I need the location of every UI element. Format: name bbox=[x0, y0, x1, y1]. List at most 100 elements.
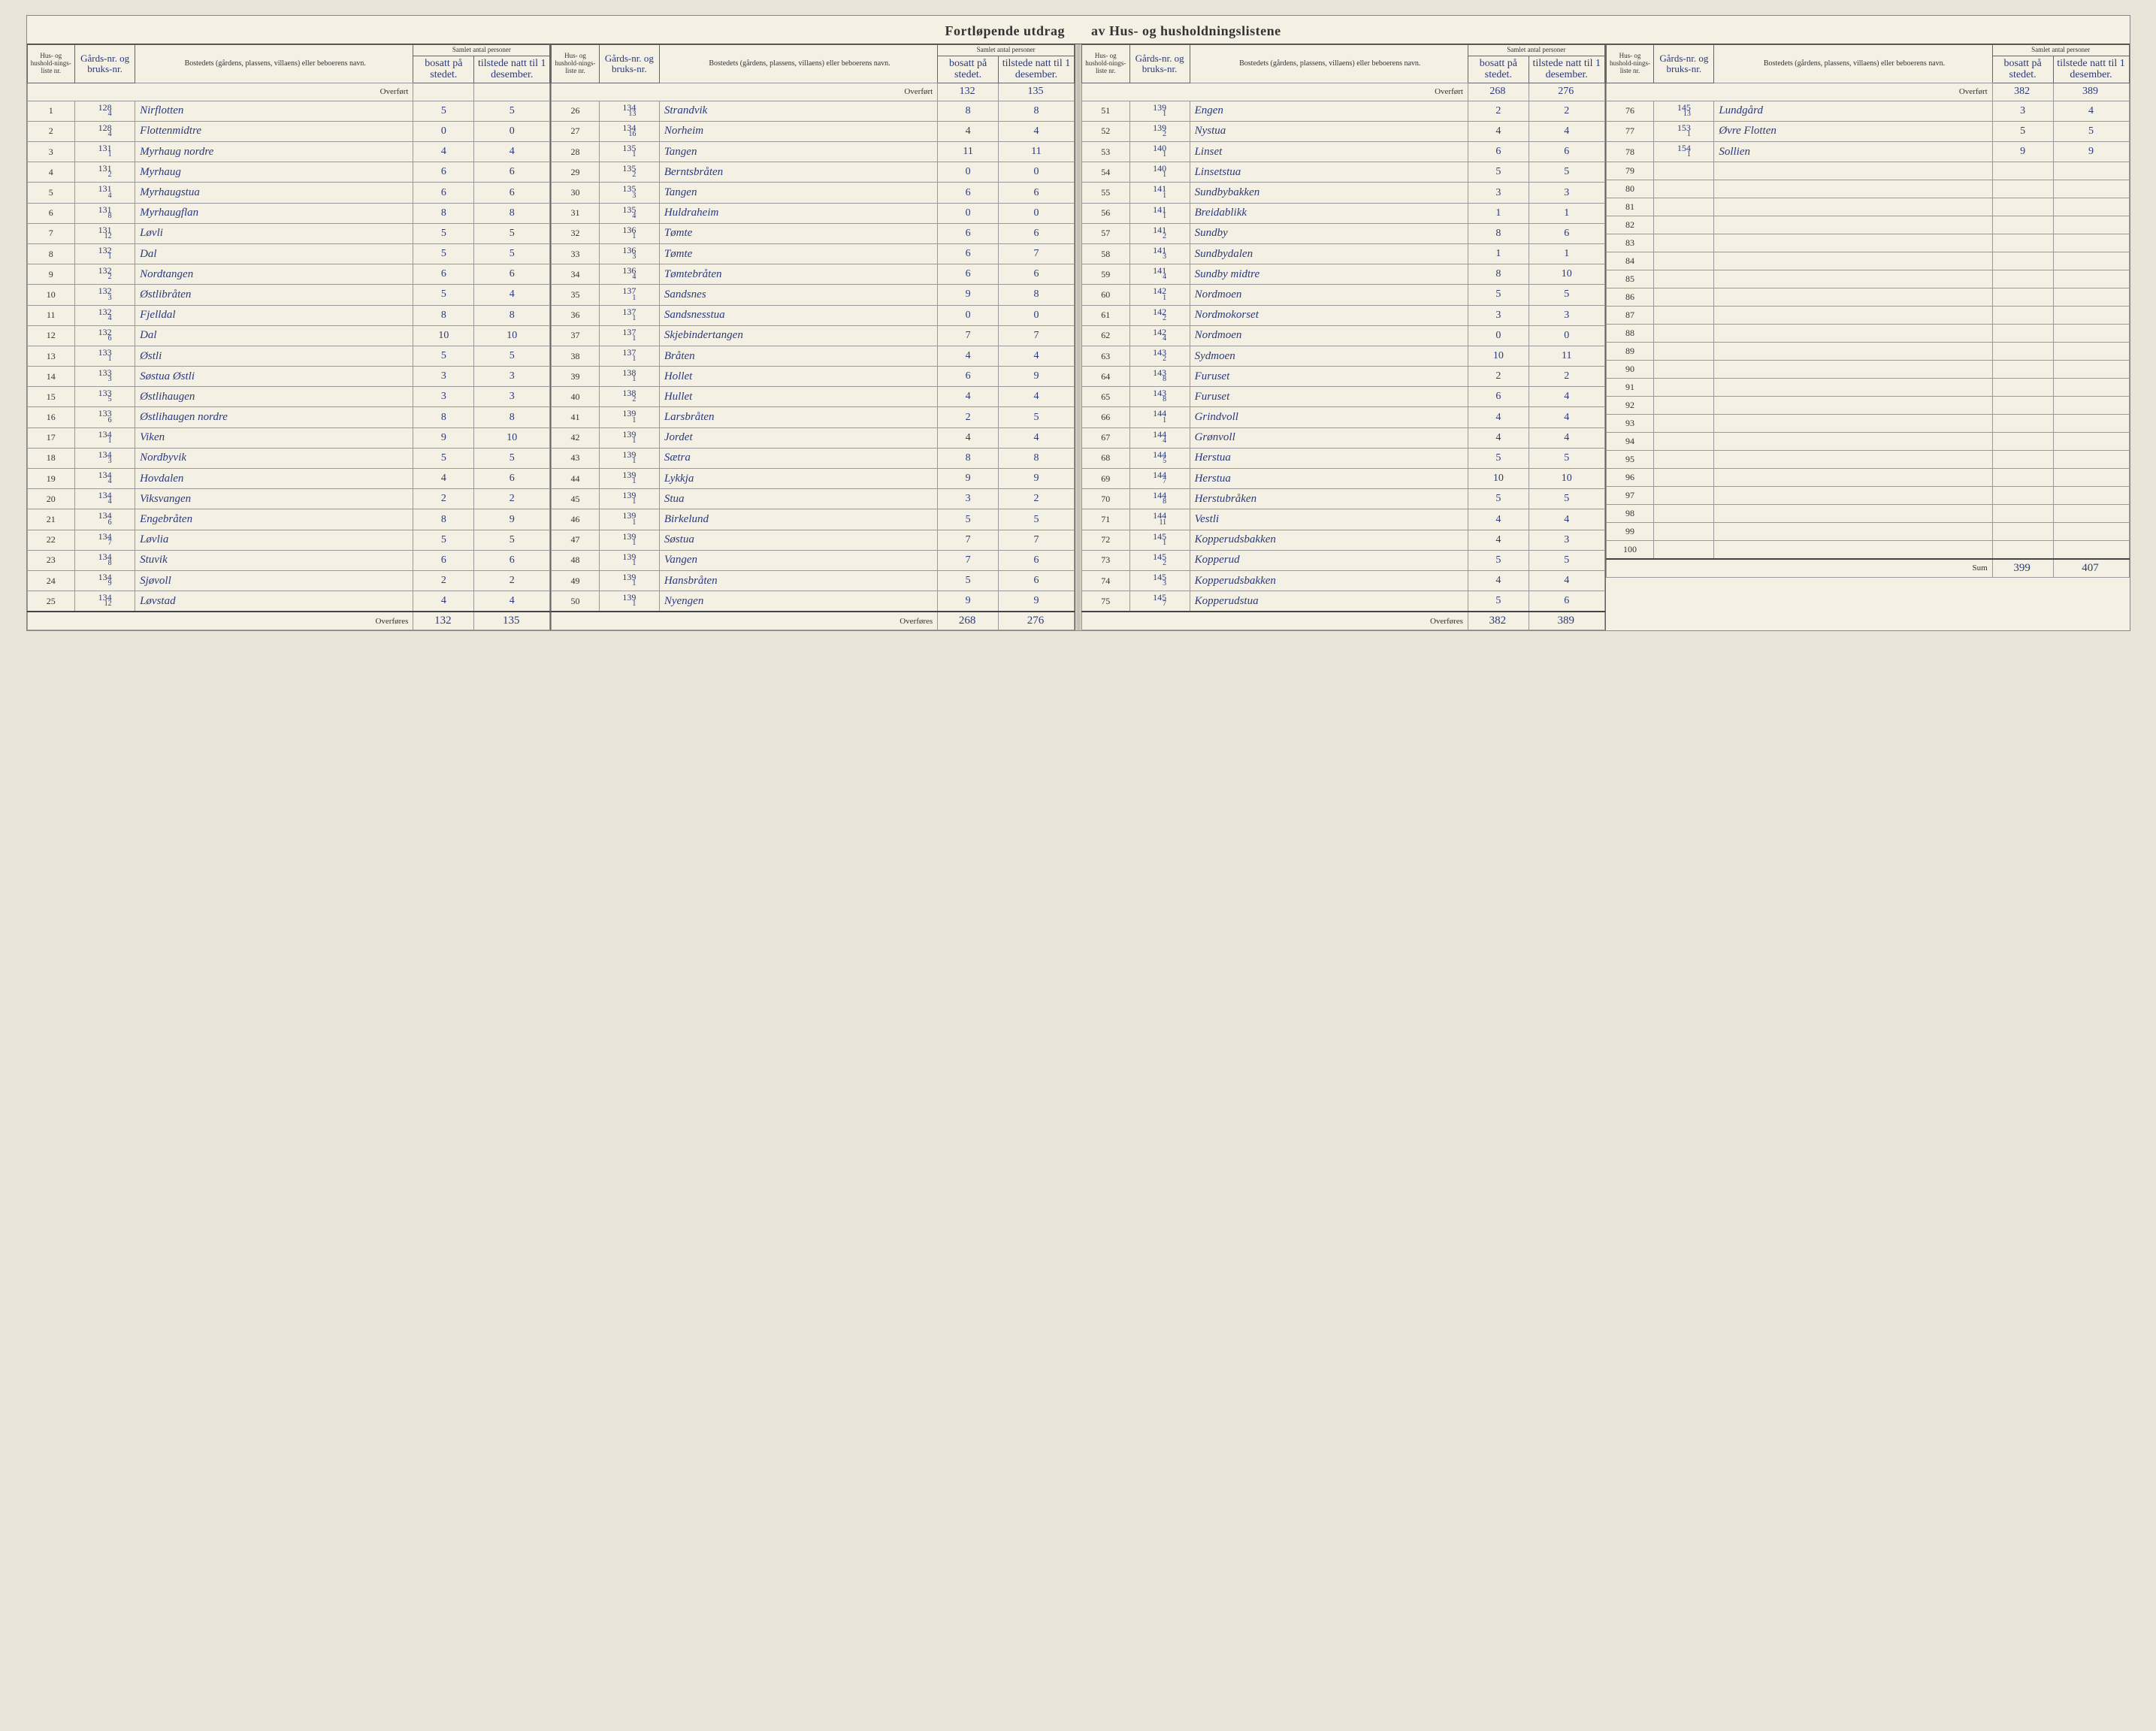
header-liste: Hus- og hushold-nings-liste nr. bbox=[27, 45, 75, 83]
cell-name: Furuset bbox=[1190, 367, 1468, 387]
cell-tilstede: 8 bbox=[474, 203, 550, 223]
overfort-label: Overført bbox=[552, 83, 938, 101]
table-row: 67 1444 Grønvoll 4 4 bbox=[1082, 427, 1605, 448]
table-row: 1 1284 Nirflotten 5 5 bbox=[27, 101, 550, 121]
cell-liste: 32 bbox=[552, 223, 600, 243]
table-row: 96 bbox=[1606, 469, 2129, 487]
cell-bosatt: 2 bbox=[413, 570, 474, 591]
cell-name: Stuvik bbox=[135, 550, 413, 570]
cell-tilstede: 7 bbox=[999, 325, 1075, 346]
cell-gard: 1371 bbox=[599, 325, 659, 346]
cell-gard: 1314 bbox=[75, 183, 135, 203]
cell-bosatt bbox=[1992, 451, 2053, 469]
cell-gard: 1352 bbox=[599, 162, 659, 183]
cell-bosatt: 0 bbox=[938, 162, 999, 183]
table-row: 16 1336 Østlihaugen nordre 8 8 bbox=[27, 407, 550, 427]
cell-bosatt: 6 bbox=[413, 550, 474, 570]
totals-bosatt: 399 bbox=[1992, 559, 2053, 578]
cell-bosatt: 6 bbox=[413, 162, 474, 183]
table-row: 89 bbox=[1606, 343, 2129, 361]
cell-gard: 1453 bbox=[1129, 570, 1190, 591]
cell-bosatt: 11 bbox=[938, 142, 999, 162]
cell-name bbox=[1714, 270, 1992, 288]
cell-bosatt: 5 bbox=[938, 509, 999, 530]
cell-name: Kopperudstua bbox=[1190, 591, 1468, 612]
center-gutter bbox=[1075, 44, 1081, 630]
totals-tilstede: 389 bbox=[1529, 612, 1604, 630]
cell-tilstede: 9 bbox=[999, 367, 1075, 387]
cell-bosatt bbox=[1992, 180, 2053, 198]
cell-liste: 28 bbox=[552, 142, 600, 162]
cell-liste: 39 bbox=[552, 367, 600, 387]
overfort-bosatt: 382 bbox=[1992, 83, 2053, 101]
cell-bosatt bbox=[1992, 216, 2053, 234]
cell-tilstede: 6 bbox=[1529, 142, 1604, 162]
cell-tilstede: 10 bbox=[1529, 469, 1604, 489]
cell-gard bbox=[1654, 307, 1714, 325]
cell-tilstede bbox=[2053, 397, 2129, 415]
cell-liste: 57 bbox=[1082, 223, 1130, 243]
cell-liste: 97 bbox=[1606, 487, 1654, 505]
cell-liste: 76 bbox=[1606, 101, 1654, 121]
table-row: 47 1391 Søstua 7 7 bbox=[552, 530, 1075, 550]
cell-name: Skjebindertangen bbox=[659, 325, 937, 346]
cell-tilstede bbox=[2053, 523, 2129, 541]
cell-bosatt: 4 bbox=[1468, 570, 1529, 591]
cell-bosatt: 5 bbox=[1468, 285, 1529, 305]
cell-bosatt: 4 bbox=[413, 142, 474, 162]
cell-liste: 30 bbox=[552, 183, 600, 203]
cell-liste: 98 bbox=[1606, 505, 1654, 523]
table-row: 2 1284 Flottenmidtre 0 0 bbox=[27, 121, 550, 141]
cell-liste: 52 bbox=[1082, 121, 1130, 141]
cell-liste: 9 bbox=[27, 264, 75, 285]
cell-name: Stua bbox=[659, 489, 937, 509]
section-2: Hus- og hushold-nings-liste nr. Gårds-nr… bbox=[1081, 44, 1606, 630]
cell-tilstede: 3 bbox=[474, 367, 550, 387]
cell-gard: 1353 bbox=[599, 183, 659, 203]
cell-tilstede: 1 bbox=[1529, 203, 1604, 223]
cell-name: Kopperud bbox=[1190, 550, 1468, 570]
cell-gard: 1348 bbox=[75, 550, 135, 570]
cell-liste: 31 bbox=[552, 203, 600, 223]
cell-name bbox=[1714, 325, 1992, 343]
totals-row: Overføres 382 389 bbox=[1082, 612, 1605, 630]
cell-bosatt: 9 bbox=[1992, 142, 2053, 162]
table-row: 81 bbox=[1606, 198, 2129, 216]
cell-gard: 1414 bbox=[1129, 264, 1190, 285]
cell-tilstede: 4 bbox=[999, 387, 1075, 407]
cell-bosatt: 8 bbox=[1468, 264, 1529, 285]
table-row: 31 1354 Huldraheim 0 0 bbox=[552, 203, 1075, 223]
ledger-spread: Fortløpende utdrag av Hus- og husholdnin… bbox=[26, 15, 2130, 631]
cell-liste: 8 bbox=[27, 243, 75, 264]
table-row: 72 1451 Kopperudsbakken 4 3 bbox=[1082, 530, 1605, 550]
cell-gard: 1432 bbox=[1129, 346, 1190, 366]
cell-tilstede: 11 bbox=[999, 142, 1075, 162]
cell-tilstede: 10 bbox=[1529, 264, 1604, 285]
overfort-tilstede: 276 bbox=[1529, 83, 1604, 101]
cell-bosatt: 7 bbox=[938, 325, 999, 346]
cell-tilstede: 4 bbox=[2053, 101, 2129, 121]
cell-liste: 61 bbox=[1082, 305, 1130, 325]
cell-gard: 1326 bbox=[75, 325, 135, 346]
totals-label: Overføres bbox=[1082, 612, 1468, 630]
cell-name bbox=[1714, 415, 1992, 433]
cell-name bbox=[1714, 505, 1992, 523]
cell-gard: 1391 bbox=[599, 509, 659, 530]
cell-name bbox=[1714, 541, 1992, 559]
cell-gard: 1401 bbox=[1129, 142, 1190, 162]
cell-gard: 13413 bbox=[599, 101, 659, 121]
cell-liste: 42 bbox=[552, 427, 600, 448]
totals-label: Overføres bbox=[552, 612, 938, 630]
cell-name: Kopperudsbakken bbox=[1190, 570, 1468, 591]
cell-liste: 40 bbox=[552, 387, 600, 407]
cell-name: Tømte bbox=[659, 243, 937, 264]
table-header: Hus- og hushold-nings-liste nr. Gårds-nr… bbox=[27, 45, 550, 83]
cell-bosatt bbox=[1992, 252, 2053, 270]
header-bosatt: bosatt på stedet. bbox=[413, 56, 474, 83]
cell-liste: 85 bbox=[1606, 270, 1654, 288]
cell-gard bbox=[1654, 162, 1714, 180]
totals-tilstede: 276 bbox=[999, 612, 1075, 630]
cell-bosatt bbox=[1992, 270, 2053, 288]
table-row: 56 1411 Breidablikk 1 1 bbox=[1082, 203, 1605, 223]
table-row: 18 1343 Nordbyvik 5 5 bbox=[27, 448, 550, 468]
